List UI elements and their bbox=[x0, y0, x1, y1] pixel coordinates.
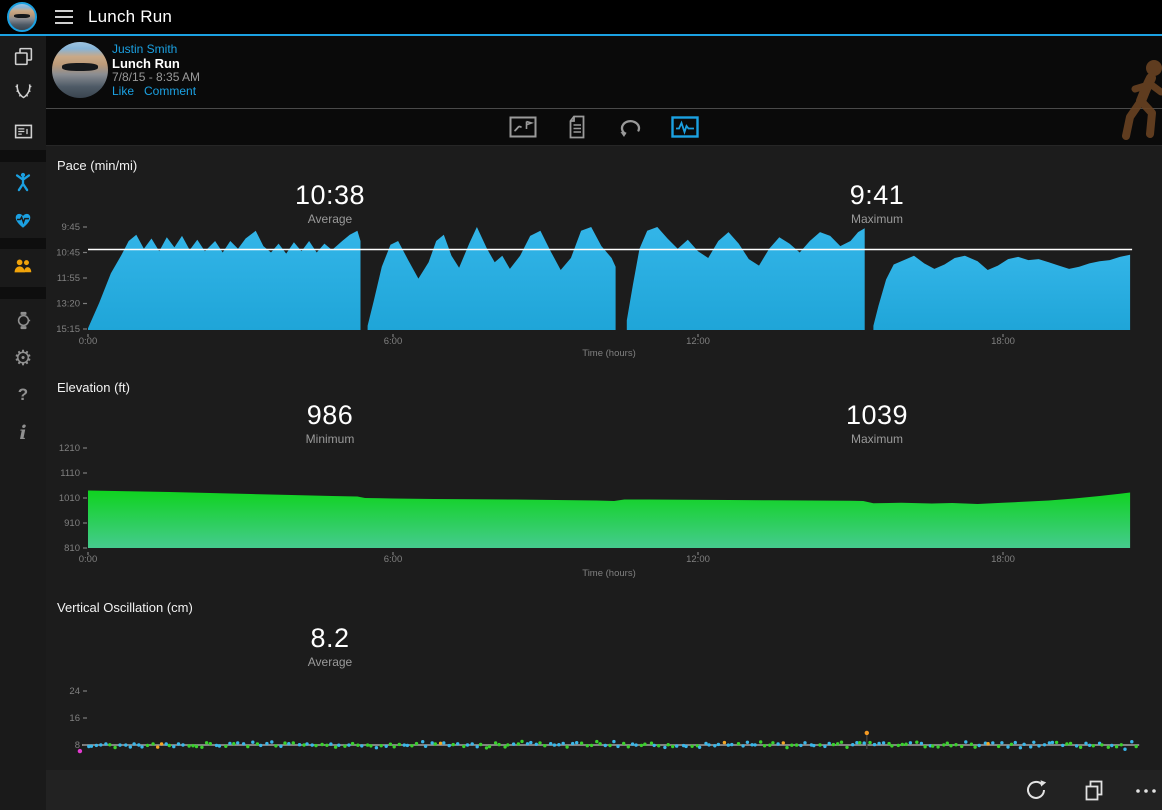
pace-maximum-stat: 9:41 Maximum bbox=[797, 181, 957, 226]
elevation-minimum-stat: 986 Minimum bbox=[250, 401, 410, 446]
svg-text:18:00: 18:00 bbox=[991, 554, 1015, 565]
refresh-icon bbox=[1027, 780, 1047, 799]
sidebar-separator bbox=[0, 287, 46, 299]
elevation-chart-title: Elevation (ft) bbox=[57, 380, 130, 395]
hamburger-menu-icon[interactable] bbox=[55, 10, 75, 24]
sidebar: ⚙ ? i bbox=[0, 36, 46, 810]
svg-text:13:20: 13:20 bbox=[56, 299, 80, 310]
accent-divider bbox=[0, 34, 1162, 36]
more-button[interactable] bbox=[1132, 776, 1160, 804]
person-arms-up-icon bbox=[15, 172, 31, 192]
sidebar-item-health[interactable] bbox=[0, 203, 46, 237]
gear-icon: ⚙ bbox=[13, 346, 33, 370]
tab-snapshot[interactable] bbox=[506, 113, 540, 141]
question-icon: ? bbox=[17, 385, 29, 404]
sidebar-separator bbox=[0, 150, 46, 162]
sidebar-item-insights[interactable] bbox=[0, 165, 46, 199]
pace-chart-title: Pace (min/mi) bbox=[57, 158, 138, 173]
print-button[interactable] bbox=[1080, 776, 1108, 804]
svg-text:Time (hours): Time (hours) bbox=[582, 568, 636, 579]
svg-text:1010: 1010 bbox=[59, 493, 80, 504]
svg-text:810: 810 bbox=[64, 543, 80, 554]
activity-datetime: 7/8/15 - 8:35 AM bbox=[112, 70, 201, 84]
refresh-button[interactable] bbox=[1022, 776, 1050, 804]
svg-text:24: 24 bbox=[69, 686, 80, 697]
user-avatar[interactable] bbox=[7, 2, 37, 32]
activity-user-name[interactable]: Justin Smith bbox=[112, 42, 178, 56]
oscillation-average-stat: 8.2 Average bbox=[250, 624, 410, 669]
info-icon: i bbox=[19, 422, 27, 444]
watch-icon bbox=[17, 311, 30, 329]
svg-text:9:45: 9:45 bbox=[62, 222, 81, 233]
sidebar-item-activities[interactable] bbox=[0, 39, 46, 73]
ellipsis-icon bbox=[1136, 789, 1156, 793]
svg-text:8: 8 bbox=[75, 740, 80, 751]
sidebar-item-about[interactable]: i bbox=[0, 416, 46, 450]
oscillation-chart-title: Vertical Oscillation (cm) bbox=[57, 600, 193, 615]
tab-laps[interactable] bbox=[614, 113, 648, 141]
comment-link[interactable]: Comment bbox=[144, 84, 197, 98]
svg-text:18:00: 18:00 bbox=[991, 336, 1015, 347]
sidebar-item-news-feed[interactable] bbox=[0, 114, 46, 148]
oscillation-average-value: 8.2 bbox=[310, 623, 350, 653]
svg-text:10:45: 10:45 bbox=[56, 248, 80, 259]
sidebar-separator bbox=[0, 238, 46, 249]
charts-pulse-icon bbox=[671, 116, 699, 138]
pace-maximum-value: 9:41 bbox=[849, 180, 905, 210]
map-snapshot-icon bbox=[509, 116, 537, 138]
bottom-app-bar bbox=[46, 770, 1162, 810]
laps-loop-icon bbox=[620, 120, 641, 137]
oscillation-average-label: Average bbox=[307, 655, 353, 669]
people-icon bbox=[14, 259, 32, 273]
activity-user-avatar[interactable] bbox=[52, 42, 108, 98]
pace-average-label: Average bbox=[307, 212, 353, 226]
svg-text:Time (hours): Time (hours) bbox=[582, 348, 636, 359]
page-title: Lunch Run bbox=[88, 7, 173, 26]
svg-text:16: 16 bbox=[69, 713, 80, 724]
elevation-maximum-label: Maximum bbox=[850, 432, 903, 446]
pace-maximum-label: Maximum bbox=[850, 212, 903, 226]
tab-charts[interactable] bbox=[668, 113, 702, 141]
elevation-minimum-label: Minimum bbox=[305, 432, 355, 446]
print-icon bbox=[1085, 780, 1103, 801]
svg-text:1110: 1110 bbox=[60, 468, 80, 479]
svg-text:12:00: 12:00 bbox=[686, 336, 710, 347]
wreath-icon bbox=[14, 83, 32, 98]
sidebar-item-connections[interactable] bbox=[0, 249, 46, 283]
svg-text:12:00: 12:00 bbox=[686, 554, 710, 565]
tab-details[interactable] bbox=[560, 113, 594, 141]
elevation-minimum-value: 986 bbox=[306, 400, 354, 430]
svg-text:11:55: 11:55 bbox=[57, 273, 80, 284]
stack-icon bbox=[14, 47, 32, 65]
activity-header: Justin Smith Lunch Run 7/8/15 - 8:35 AM … bbox=[46, 36, 1162, 108]
top-bar: Lunch Run bbox=[0, 0, 1162, 34]
svg-text:1210: 1210 bbox=[59, 443, 80, 454]
svg-text:15:15: 15:15 bbox=[56, 324, 80, 335]
svg-text:910: 910 bbox=[64, 518, 80, 529]
svg-text:6:00: 6:00 bbox=[384, 554, 403, 565]
svg-text:6:00: 6:00 bbox=[384, 336, 403, 347]
sidebar-item-help[interactable]: ? bbox=[0, 378, 46, 412]
pace-average-value: 10:38 bbox=[294, 180, 366, 210]
elevation-maximum-stat: 1039 Maximum bbox=[797, 401, 957, 446]
pace-average-stat: 10:38 Average bbox=[250, 181, 410, 226]
activity-actions: Like Comment bbox=[112, 84, 206, 98]
svg-text:0:00: 0:00 bbox=[79, 554, 98, 565]
elevation-maximum-value: 1039 bbox=[845, 400, 909, 430]
activity-tab-bar bbox=[46, 108, 1162, 146]
svg-text:0:00: 0:00 bbox=[79, 336, 98, 347]
like-link[interactable]: Like bbox=[112, 84, 135, 98]
newspaper-icon bbox=[14, 124, 32, 138]
activity-title: Lunch Run bbox=[112, 56, 180, 71]
runner-watermark-icon bbox=[1122, 60, 1162, 140]
heart-pulse-icon bbox=[15, 213, 31, 228]
sidebar-item-devices[interactable] bbox=[0, 303, 46, 337]
details-list-icon bbox=[569, 115, 585, 139]
sidebar-item-challenges[interactable] bbox=[0, 73, 46, 107]
sidebar-item-settings[interactable]: ⚙ bbox=[0, 341, 46, 375]
